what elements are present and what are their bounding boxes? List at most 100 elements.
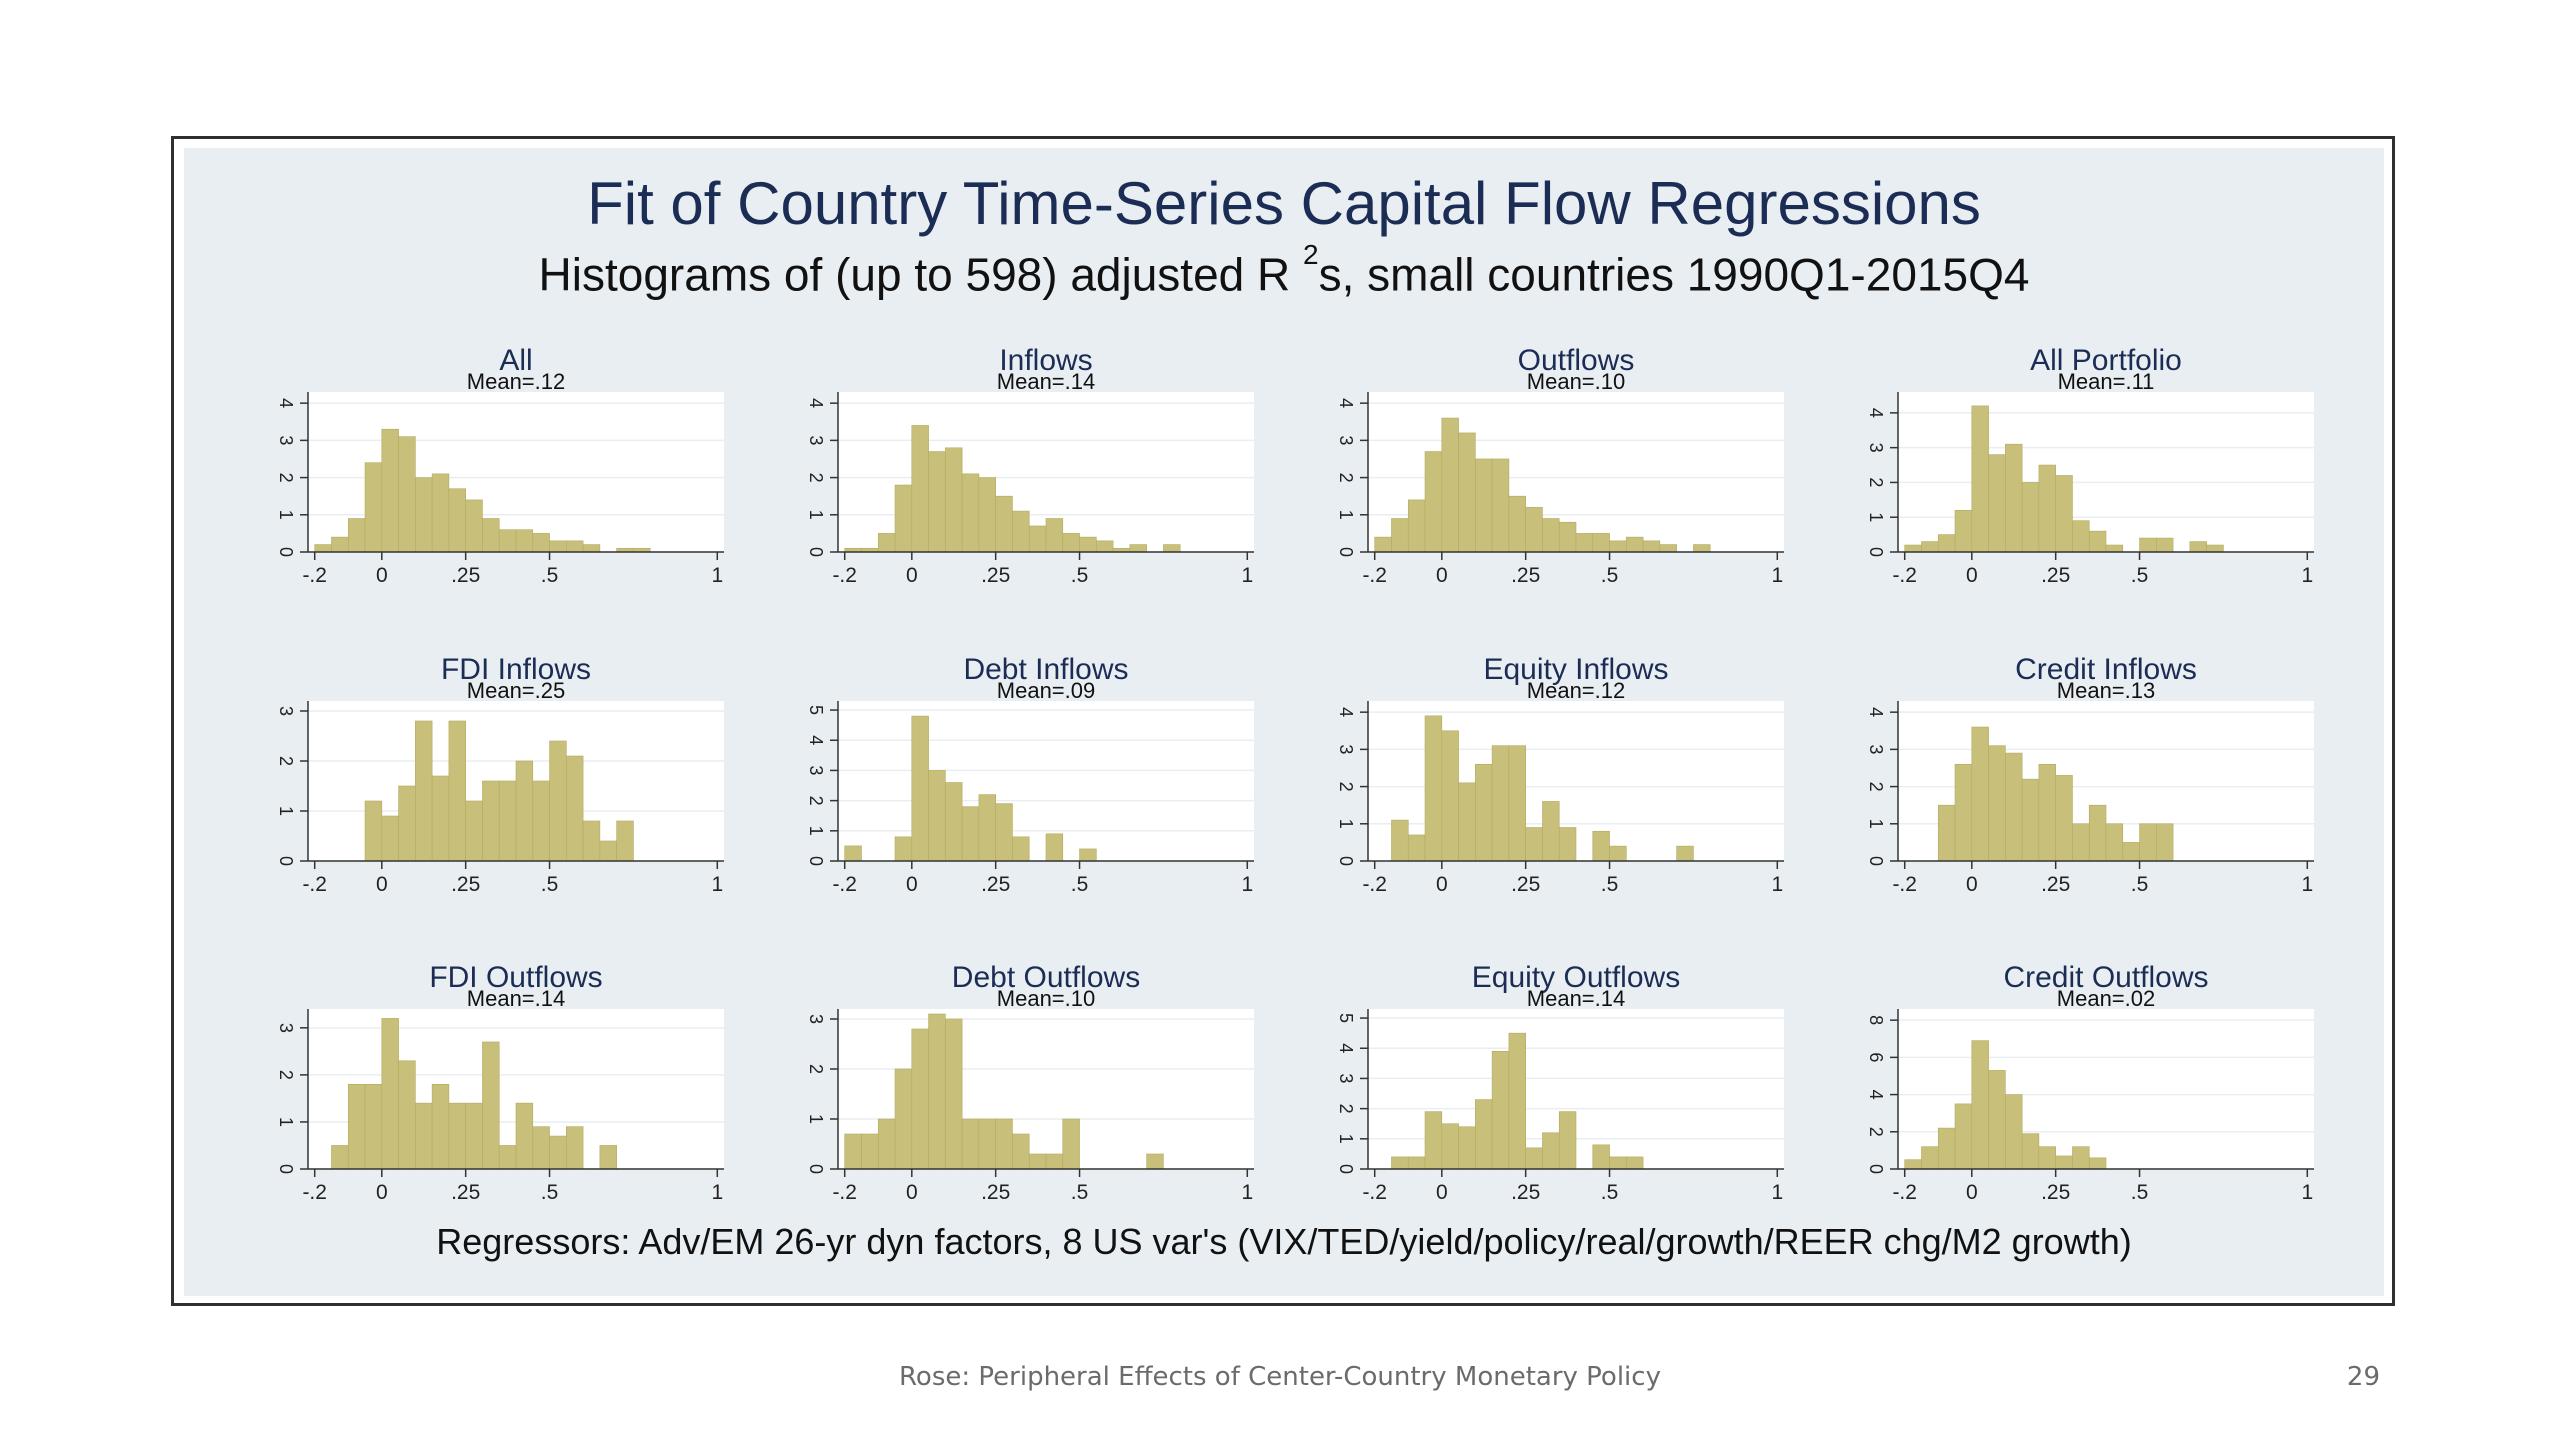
x-tick-label: .5 (1601, 873, 1619, 896)
histogram-bar (1971, 1040, 1989, 1170)
y-tick-label: 5 (806, 705, 826, 715)
y-tick-label: 0 (1336, 1164, 1356, 1174)
histogram-bar (978, 477, 996, 553)
panel-title: Equity Inflows (1483, 653, 1668, 686)
histogram-bar (1079, 536, 1097, 553)
histogram-bar (381, 428, 399, 553)
y-tick-label: 2 (806, 473, 826, 483)
histogram-bar (1045, 518, 1064, 553)
histogram-bar (1542, 1132, 1560, 1170)
x-tick-label: .25 (1511, 873, 1540, 896)
histogram-bar (364, 800, 383, 862)
x-tick-label: 1 (1771, 564, 1783, 587)
histogram-bar (1129, 544, 1147, 553)
histogram-bar (2088, 804, 2107, 862)
histogram-bar (1475, 458, 1493, 553)
y-tick-label: 3 (1866, 744, 1886, 754)
histogram-bar (1045, 833, 1064, 862)
histogram-bar (2072, 520, 2090, 553)
subtitle-superscript: 2 (1303, 239, 1319, 270)
histogram-bar (2072, 823, 2090, 862)
x-tick-label: 1 (711, 564, 723, 587)
histogram-bar (1592, 830, 1610, 862)
x-tick-label: .5 (1601, 1181, 1619, 1204)
y-tick-label: 1 (806, 826, 826, 836)
y-tick-label: 0 (276, 1164, 296, 1174)
histogram-bar (1609, 1156, 1627, 1170)
histogram-bar (1558, 827, 1577, 862)
histogram-bar (1458, 432, 1476, 553)
histogram-bar (844, 845, 862, 862)
y-tick-label: 0 (806, 1164, 826, 1174)
histogram-bar (1391, 518, 1409, 553)
x-tick-label: .25 (2041, 873, 2070, 896)
histogram-bar (1062, 533, 1080, 553)
histogram-bar (1525, 507, 1543, 553)
y-tick-label: 3 (276, 706, 296, 716)
y-tick-label: 0 (1866, 856, 1886, 866)
histogram-bar (1693, 544, 1711, 553)
histogram-bar (1937, 1127, 1956, 1170)
y-tick-label: 3 (1336, 744, 1356, 754)
x-tick-label: 1 (2301, 1181, 2313, 1204)
histogram-bar (1642, 540, 1661, 553)
histogram-bar (532, 1126, 550, 1170)
histogram-bar (1028, 1153, 1047, 1170)
histogram-bar (1954, 763, 1973, 862)
x-tick-label: 0 (376, 1181, 388, 1204)
histogram-bar (347, 1083, 366, 1170)
histogram-bar (945, 447, 963, 553)
histogram-bar (465, 499, 483, 553)
x-tick-label: -.2 (1892, 1181, 1917, 1204)
histogram-bar (1659, 544, 1677, 553)
histogram-bar (448, 488, 466, 553)
histogram-bar (1079, 848, 1097, 862)
histogram-bar (482, 780, 500, 862)
histogram-bar (894, 484, 913, 553)
panel-mean-label: Mean=.13 (2057, 678, 2155, 703)
y-tick-label: 1 (1866, 819, 1886, 829)
panel-title: Equity Outflows (1472, 961, 1680, 994)
histogram-bar (2105, 544, 2124, 553)
histogram-bar (978, 1118, 996, 1170)
x-tick-label: .5 (2131, 564, 2149, 587)
histogram-bar (2021, 1133, 2040, 1170)
y-tick-label: 3 (276, 1023, 296, 1033)
y-tick-label: 2 (1336, 1104, 1356, 1114)
regressors-note: Regressors: Adv/EM 26-yr dyn factors, 8 … (436, 1221, 2132, 1262)
histogram-bar (911, 715, 929, 862)
histogram-bar (2105, 823, 2124, 862)
subtitle-text-end: s, small countries 1990Q1-2015Q4 (1318, 248, 2030, 301)
x-tick-label: -.2 (1892, 564, 1917, 587)
histogram-bar (877, 533, 896, 553)
histogram-bar (1954, 509, 1973, 553)
histogram-bar (431, 1083, 450, 1170)
histogram-bar (415, 477, 433, 553)
y-tick-label: 2 (1866, 477, 1886, 487)
y-tick-label: 4 (806, 398, 826, 408)
histogram-bar (398, 436, 416, 553)
histogram-bar (2038, 1146, 2056, 1170)
panel-mean-label: Mean=.02 (2057, 986, 2155, 1011)
y-tick-label: 3 (276, 435, 296, 445)
y-tick-label: 1 (276, 510, 296, 520)
x-tick-label: .5 (1601, 564, 1619, 587)
y-tick-label: 1 (276, 806, 296, 816)
y-tick-label: 0 (806, 547, 826, 557)
x-tick-label: -.2 (1362, 1181, 1387, 1204)
x-tick-label: 0 (1966, 564, 1978, 587)
histogram-bar (515, 760, 534, 862)
histogram-bar (877, 1118, 896, 1170)
x-tick-label: -.2 (302, 1181, 327, 1204)
histogram-bar (1441, 730, 1459, 862)
histogram-bar (331, 536, 349, 553)
histogram-bar (1475, 1099, 1493, 1170)
histogram-bar (1937, 804, 1956, 862)
x-tick-label: 0 (376, 873, 388, 896)
y-tick-label: 0 (1336, 547, 1356, 557)
subtitle-text: Histograms of (up to 598) adjusted R (538, 248, 1291, 301)
histogram-bar (2005, 752, 2023, 862)
